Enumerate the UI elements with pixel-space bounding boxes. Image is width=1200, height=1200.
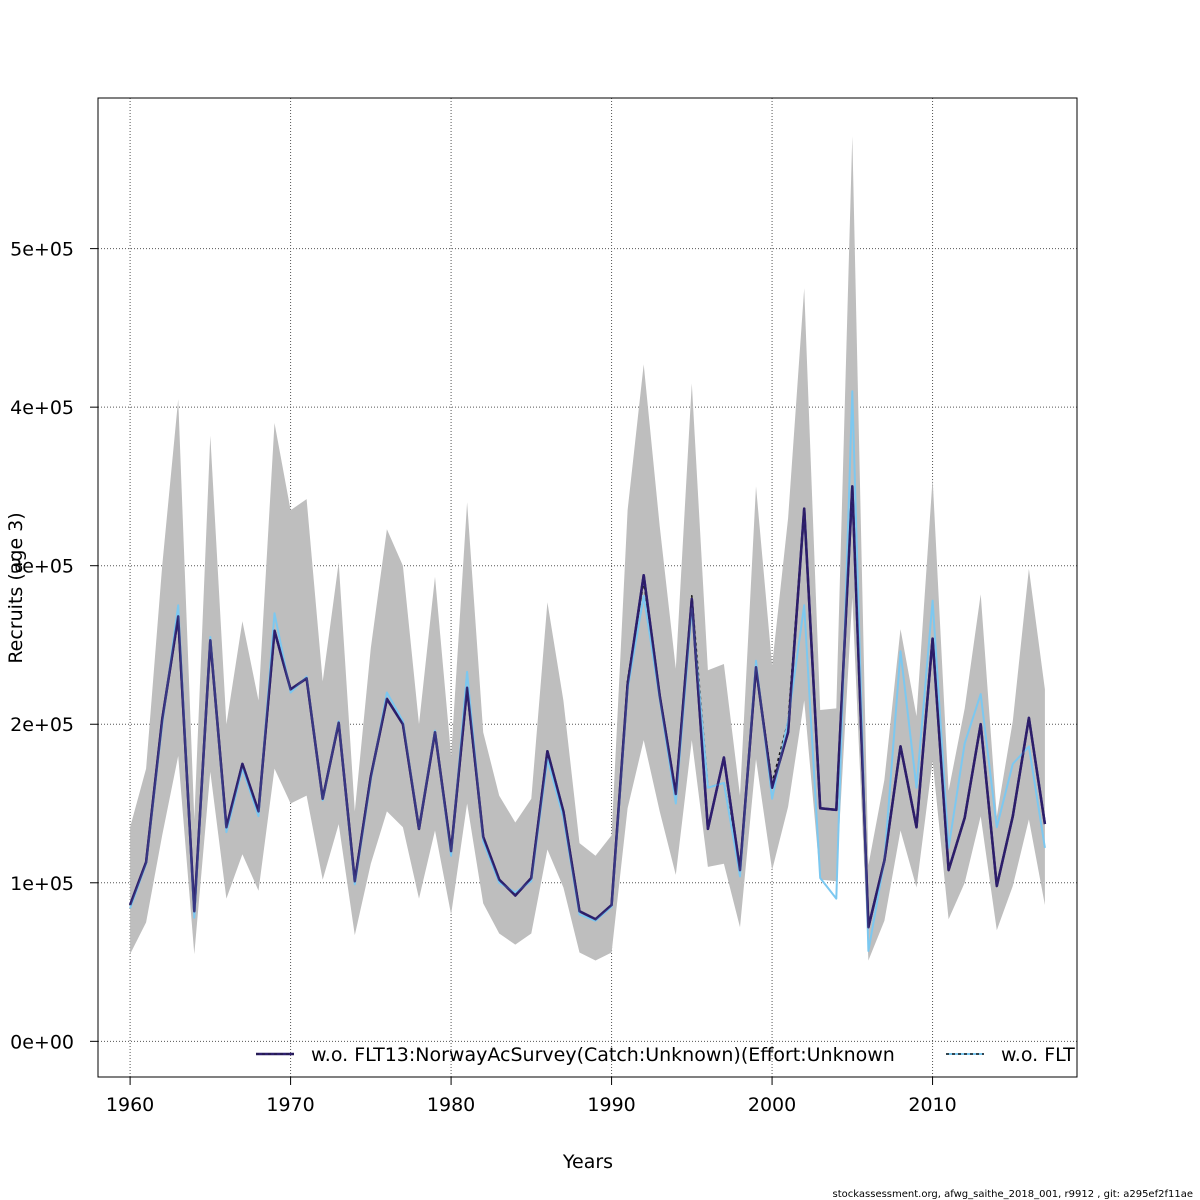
- y-axis-title: Recruits (age 3): [5, 512, 27, 663]
- legend-label-1: w.o. FLT: [1001, 1044, 1075, 1066]
- y-tick-label: 5e+05: [10, 239, 74, 261]
- x-axis: 1960 1970 1980 1990 2000 2010: [106, 1076, 957, 1116]
- series-line-2: [129, 390, 1046, 952]
- legend-label-0: w.o. FLT13:NorwayAcSurvey(Catch:Unknown)…: [311, 1044, 895, 1066]
- x-tick-label: 2000: [748, 1094, 796, 1116]
- x-tick-label: 2010: [908, 1094, 956, 1116]
- y-tick-label: 0e+00: [10, 1031, 74, 1053]
- y-tick-label: 1e+05: [10, 873, 74, 895]
- x-tick-label: 1970: [266, 1094, 314, 1116]
- x-tick-label: 1960: [106, 1094, 154, 1116]
- x-tick-label: 1980: [427, 1094, 475, 1116]
- legend: w.o. FLT13:NorwayAcSurvey(Catch:Unknown)…: [256, 1044, 1075, 1066]
- x-tick-label: 1990: [587, 1094, 635, 1116]
- y-tick-label: 3e+05: [10, 556, 74, 578]
- series-line-0-overlay: [128, 485, 1047, 929]
- y-tick-label: 2e+05: [10, 714, 74, 736]
- y-tick-label: 4e+05: [10, 397, 74, 419]
- series-lines: [128, 390, 1047, 952]
- y-axis: 0e+00 1e+05 2e+05 3e+05 4e+05 5e+05: [10, 239, 98, 1053]
- footer-credit: stockassessment.org, afwg_saithe_2018_00…: [833, 1189, 1193, 1200]
- x-axis-title: Years: [562, 1151, 613, 1173]
